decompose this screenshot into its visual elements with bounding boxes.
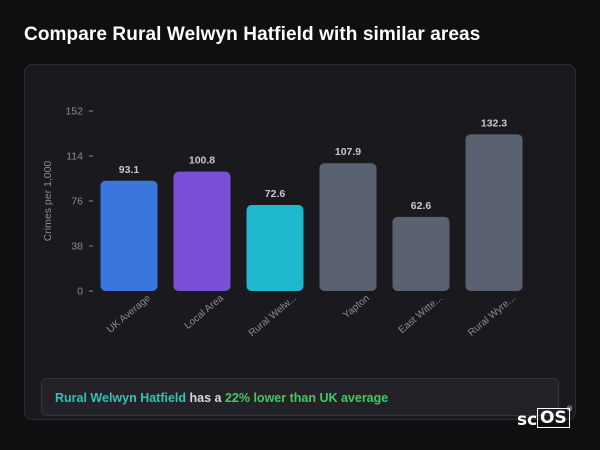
brand-logo-registered: ® bbox=[566, 405, 573, 413]
x-category-label: Local Area bbox=[183, 293, 227, 332]
bar bbox=[392, 216, 450, 291]
summary-connector: has a bbox=[186, 391, 225, 405]
y-tick-label: 114 bbox=[66, 151, 83, 163]
bar-chart: Crimes per 1,000 0 38 76 114 152 93.1 UK Averag… bbox=[42, 106, 523, 339]
bar-value-label: 93.1 bbox=[119, 164, 140, 176]
bar bbox=[319, 163, 377, 291]
comparison-card: Crimes per 1,000 0 38 76 114 152 93.1 UK Averag… bbox=[24, 64, 576, 420]
x-category-label: Yapton bbox=[341, 293, 372, 321]
x-category-label: UK Average bbox=[105, 293, 153, 336]
y-tick-label: 152 bbox=[65, 106, 83, 118]
page-title: Compare Rural Welwyn Hatfield with simil… bbox=[24, 24, 481, 45]
x-category-label: Rural Welw... bbox=[247, 293, 299, 339]
y-tick-label: 0 bbox=[77, 286, 83, 298]
bar bbox=[246, 205, 304, 291]
bar bbox=[173, 171, 231, 291]
bar-value-label: 72.6 bbox=[265, 188, 286, 200]
bar-value-label: 62.6 bbox=[411, 200, 432, 212]
y-tick-label: 76 bbox=[71, 196, 83, 208]
y-axis-label: Crimes per 1,000 bbox=[42, 161, 54, 242]
bar bbox=[100, 180, 158, 291]
x-category-label: Rural Wyre... bbox=[466, 293, 518, 339]
brand-logo: sc OS ® bbox=[516, 405, 573, 430]
brand-logo-sc: sc bbox=[517, 410, 538, 430]
bar-value-label: 107.9 bbox=[335, 146, 361, 158]
y-tick-label: 38 bbox=[71, 241, 83, 253]
summary-banner: Rural Welwyn Hatfield has a 22% lower th… bbox=[41, 378, 559, 416]
summary-area-name: Rural Welwyn Hatfield bbox=[55, 391, 187, 405]
x-category-label: East Witte... bbox=[397, 293, 445, 336]
bar-value-label: 100.8 bbox=[189, 155, 215, 167]
bar-value-label: 132.3 bbox=[481, 117, 507, 129]
bar bbox=[465, 134, 523, 291]
brand-logo-os: OS bbox=[537, 408, 570, 428]
summary-stat: 22% lower than UK average bbox=[224, 391, 389, 405]
